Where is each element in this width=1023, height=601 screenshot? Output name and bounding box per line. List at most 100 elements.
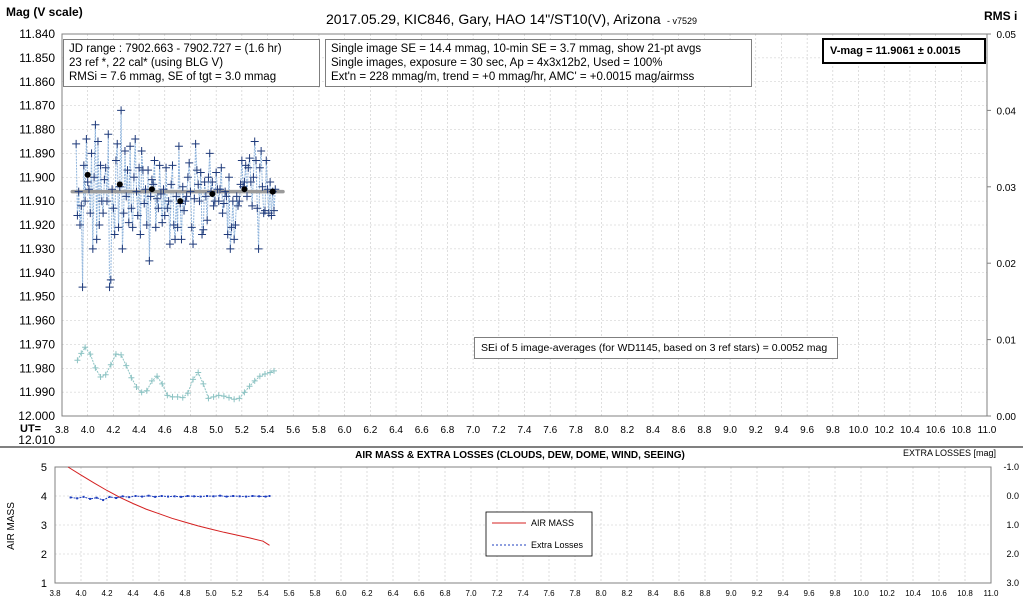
mag-point bbox=[178, 182, 187, 191]
extra-losses-point bbox=[76, 497, 79, 500]
mag-point bbox=[251, 156, 260, 165]
right-axis-title: RMS i bbox=[984, 9, 1017, 23]
airmass-axis-title: AIR MASS bbox=[6, 502, 17, 550]
rms-point bbox=[112, 351, 119, 358]
mag-point bbox=[129, 173, 138, 182]
mag-point bbox=[79, 161, 88, 170]
y2-tick-label: 0.05 bbox=[997, 30, 1017, 41]
mag-point bbox=[151, 223, 160, 232]
airmass-y-tick-label: 3 bbox=[41, 520, 47, 532]
mag-point bbox=[90, 173, 99, 182]
extra-losses-tick-label: 1.0 bbox=[1006, 520, 1019, 530]
jd-info-box: JD range : 7902.663 - 7902.727 = (1.6 hr… bbox=[63, 39, 320, 87]
airmass-x-tick-label: 10.0 bbox=[853, 589, 869, 598]
extra-losses-point bbox=[134, 495, 137, 497]
mag-point bbox=[155, 161, 164, 170]
mag-point bbox=[216, 185, 225, 194]
airmass-x-tick-label: 3.8 bbox=[49, 589, 61, 598]
mag-point bbox=[158, 218, 167, 227]
mag-point bbox=[189, 240, 198, 249]
airmass-x-tick-label: 5.6 bbox=[283, 589, 295, 598]
extra-losses-tick-label: 3.0 bbox=[1006, 578, 1019, 588]
airmass-x-tick-label: 8.2 bbox=[621, 589, 633, 598]
mag-point bbox=[150, 156, 159, 165]
mag-point bbox=[83, 178, 92, 187]
extra-losses-point bbox=[82, 495, 85, 498]
airmass-x-tick-label: 5.0 bbox=[205, 589, 217, 598]
mag-point bbox=[108, 185, 117, 194]
y-tick-label: 11.950 bbox=[19, 290, 55, 304]
y2-tick-label: 0.04 bbox=[997, 106, 1017, 117]
extra-losses-point bbox=[167, 495, 170, 498]
mag-point bbox=[230, 235, 239, 244]
mag-point bbox=[217, 163, 226, 172]
mag-line bbox=[75, 110, 276, 288]
airmass-x-tick-label: 7.8 bbox=[569, 589, 581, 598]
extra-losses-point bbox=[268, 495, 271, 497]
mag-point bbox=[110, 230, 119, 239]
mag-point bbox=[93, 137, 102, 146]
mag-point bbox=[269, 206, 278, 215]
airmass-x-tick-label: 9.0 bbox=[725, 589, 737, 598]
mag-point bbox=[195, 197, 204, 206]
average-point bbox=[148, 186, 155, 193]
airmass-x-tick-label: 6.0 bbox=[335, 589, 347, 598]
rms-point bbox=[231, 396, 238, 403]
extra-losses-point bbox=[232, 495, 235, 497]
mag-point bbox=[146, 192, 155, 201]
y2-tick-label: 0.02 bbox=[997, 259, 1017, 270]
extra-losses-point bbox=[102, 499, 105, 502]
mag-point bbox=[168, 161, 177, 170]
average-point bbox=[269, 188, 276, 195]
mag-point bbox=[74, 187, 83, 196]
airmass-x-tick-label: 7.2 bbox=[491, 589, 503, 598]
rms-line: RMSi = 7.6 mmag, SE of tgt = 3.0 mmag bbox=[69, 71, 277, 83]
mag-point bbox=[191, 139, 200, 148]
mag-point bbox=[255, 163, 264, 172]
x-tick-label: 8.6 bbox=[672, 425, 686, 436]
mag-point bbox=[163, 204, 172, 213]
airmass-y-tick-label: 2 bbox=[41, 549, 47, 561]
airmass-plot-data bbox=[67, 466, 271, 546]
y-tick-label: 11.860 bbox=[19, 75, 55, 89]
mag-point bbox=[219, 199, 228, 208]
rms-point bbox=[270, 367, 277, 374]
x-tick-label: 5.0 bbox=[209, 425, 223, 436]
mag-point bbox=[185, 158, 194, 167]
airmass-x-tick-label: 9.2 bbox=[751, 589, 763, 598]
airmass-x-tick-label: 5.4 bbox=[257, 589, 269, 598]
mag-point bbox=[248, 201, 257, 210]
mag-point bbox=[180, 206, 189, 215]
mag-point bbox=[231, 221, 240, 229]
main-plot-data bbox=[70, 106, 285, 403]
extra-losses-point bbox=[199, 495, 202, 498]
rms-point bbox=[184, 390, 191, 397]
mag-point bbox=[123, 166, 132, 175]
mag-point bbox=[165, 240, 174, 249]
mag-point bbox=[205, 149, 214, 158]
mag-point bbox=[119, 209, 128, 218]
y-tick-label: 11.900 bbox=[19, 170, 55, 184]
rms-point bbox=[220, 393, 227, 400]
airmass-x-tick-label: 7.0 bbox=[465, 589, 477, 598]
extra-losses-line bbox=[70, 495, 270, 501]
mag-point bbox=[173, 223, 182, 232]
extra-losses-point bbox=[206, 495, 209, 497]
mag-point bbox=[99, 209, 108, 218]
mag-point bbox=[262, 156, 271, 165]
y-tick-label: 11.850 bbox=[19, 51, 55, 65]
x-tick-label: 6.0 bbox=[338, 425, 352, 436]
mag-point bbox=[105, 283, 114, 292]
exposure-info-box: Single image SE = 14.4 mmag, 10-min SE =… bbox=[325, 39, 752, 87]
mag-point bbox=[208, 178, 217, 187]
average-point bbox=[177, 198, 184, 205]
rms-point bbox=[200, 380, 207, 387]
mag-point bbox=[164, 197, 173, 206]
rms-point bbox=[148, 377, 155, 384]
airmass-x-tick-label: 6.6 bbox=[413, 589, 425, 598]
mag-point bbox=[237, 156, 246, 165]
mag-point bbox=[127, 204, 136, 213]
legend-airmass-label: AIR MASS bbox=[531, 518, 574, 528]
mag-point bbox=[258, 182, 267, 191]
mag-point bbox=[160, 211, 169, 220]
